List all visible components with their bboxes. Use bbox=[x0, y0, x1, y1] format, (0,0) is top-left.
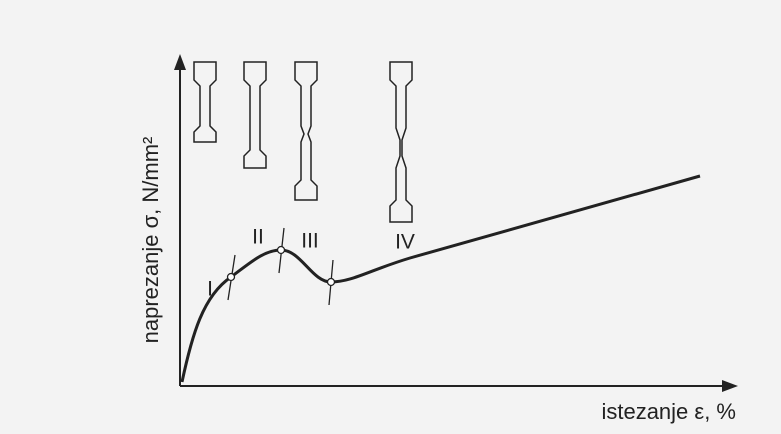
specimens bbox=[193, 61, 413, 223]
specimen bbox=[243, 61, 267, 169]
region-points bbox=[226, 245, 336, 287]
region-point bbox=[326, 277, 336, 287]
specimen bbox=[294, 61, 318, 201]
region-label: III bbox=[301, 230, 319, 253]
specimen bbox=[193, 61, 217, 143]
region-point bbox=[226, 272, 236, 282]
x-axis-label: istezanje ε, % bbox=[601, 399, 736, 424]
region-point bbox=[276, 245, 286, 255]
y-axis-label: naprezanje σ, N/mm² bbox=[138, 137, 163, 344]
y-arrow bbox=[174, 54, 186, 70]
specimen bbox=[389, 61, 413, 223]
region-label: II bbox=[252, 226, 264, 249]
region-label: IV bbox=[395, 231, 415, 254]
axes bbox=[179, 64, 728, 387]
region-label: I bbox=[207, 278, 213, 301]
x-arrow bbox=[722, 380, 738, 392]
